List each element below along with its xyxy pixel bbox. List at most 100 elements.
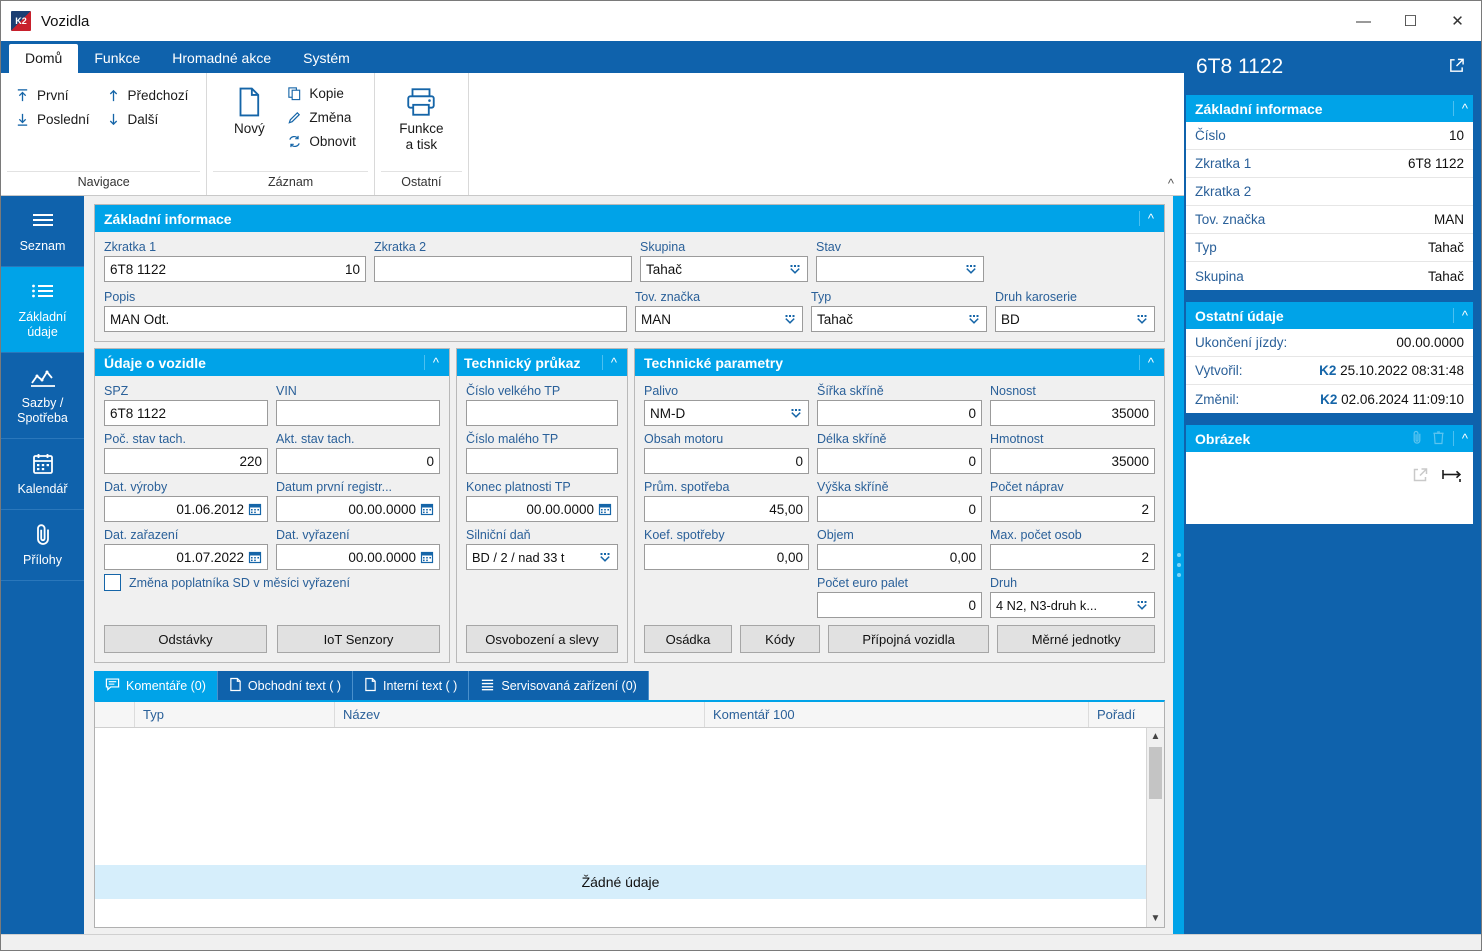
datum-prvni-registrace-input[interactable]: 00.00.0000 bbox=[276, 496, 440, 522]
ribbon-tab-system[interactable]: Systém bbox=[303, 50, 350, 66]
osvobozeni-a-slevy-button[interactable]: Osvobození a slevy bbox=[466, 625, 618, 653]
grid-header-poradi[interactable]: Pořadí bbox=[1097, 707, 1136, 722]
ribbon-tab-domu[interactable]: Domů bbox=[9, 44, 79, 73]
merne-jednotky-button[interactable]: Měrné jednotky bbox=[997, 625, 1156, 653]
calendar-icon[interactable] bbox=[248, 550, 262, 564]
typ-dropdown[interactable]: Tahač bbox=[811, 306, 987, 332]
spz-input[interactable]: 6T8 1122 bbox=[104, 400, 268, 426]
refresh-button[interactable]: Obnovit bbox=[283, 131, 364, 152]
obsah-motoru-input[interactable]: 0 bbox=[644, 448, 809, 474]
calendar-icon[interactable] bbox=[420, 502, 434, 516]
paperclip-icon[interactable] bbox=[1410, 430, 1424, 448]
grid-header-komentar[interactable]: Komentář 100 bbox=[705, 702, 1089, 727]
nav-last-button[interactable]: Poslední bbox=[11, 109, 98, 130]
grid-vertical-scrollbar[interactable]: ▲ ▼ bbox=[1146, 728, 1164, 927]
stav-dropdown[interactable] bbox=[816, 256, 984, 282]
pocet-euro-palet-input[interactable]: 0 bbox=[817, 592, 982, 618]
panel-udaje-o-vozidle: Údaje o vozidle ^ SPZ 6T8 1122 bbox=[94, 348, 450, 663]
konec-platnosti-tp-input[interactable]: 00.00.0000 bbox=[466, 496, 618, 522]
koef-spotreby-input[interactable]: 0,00 bbox=[644, 544, 809, 570]
zmena-poplatnika-checkbox-row[interactable]: Změna poplatníka SD v měsíci vyřazení bbox=[104, 574, 440, 591]
tab-obchodni-text-label: Obchodní text ( ) bbox=[247, 678, 342, 693]
max-pocet-osob-input[interactable]: 2 bbox=[990, 544, 1155, 570]
skupina-dropdown[interactable]: Tahač bbox=[640, 256, 808, 282]
panel-technicke-parametry-chevron-up-icon[interactable]: ^ bbox=[1138, 355, 1158, 370]
poc-stav-tach-input[interactable]: 220 bbox=[104, 448, 268, 474]
grid-header-typ[interactable]: Typ bbox=[135, 702, 335, 727]
druh-dropdown[interactable]: 4 N2, N3-druh k... bbox=[990, 592, 1155, 618]
iot-senzory-button[interactable]: IoT Senzory bbox=[277, 625, 440, 653]
nav-first-button[interactable]: První bbox=[11, 85, 98, 106]
sidebar-item-prilohy[interactable]: Přílohy bbox=[1, 510, 84, 581]
ribbon-body: První Poslední bbox=[1, 73, 1184, 196]
maximize-icon[interactable]: ☐ bbox=[1403, 13, 1418, 30]
zkratka1-input[interactable]: 6T8 1122 10 bbox=[104, 256, 366, 282]
popis-input[interactable]: MAN Odt. bbox=[104, 306, 627, 332]
tab-servisovana-zarizeni[interactable]: Servisovaná zařízení (0) bbox=[469, 671, 649, 700]
cislo-maleho-tp-input[interactable] bbox=[466, 448, 618, 474]
silnicni-dan-dropdown[interactable]: BD / 2 / nad 33 t bbox=[466, 544, 618, 570]
sidebar-item-zakladni-udaje[interactable]: Základní údaje bbox=[1, 267, 84, 353]
external-link-icon[interactable] bbox=[1411, 466, 1429, 489]
scroll-down-chevron-down-icon[interactable]: ▼ bbox=[1150, 913, 1161, 924]
nav-next-button[interactable]: Další bbox=[102, 109, 197, 130]
grid-header-nazev[interactable]: Název bbox=[335, 702, 705, 727]
pripojna-vozidla-button[interactable]: Přípojná vozidla bbox=[828, 625, 990, 653]
new-record-button[interactable]: Nový bbox=[217, 81, 281, 140]
edit-button[interactable]: Změna bbox=[283, 107, 364, 128]
ribbon-tab-hromadne-akce[interactable]: Hromadné akce bbox=[172, 50, 272, 66]
trash-icon[interactable] bbox=[1432, 430, 1445, 448]
sidebar-item-kalendar[interactable]: Kalendář bbox=[1, 439, 84, 510]
ribbon-collapse-chevron-up-icon[interactable]: ^ bbox=[1167, 176, 1174, 191]
sirka-skrine-input[interactable]: 0 bbox=[817, 400, 982, 426]
close-icon[interactable]: ✕ bbox=[1451, 13, 1464, 30]
zkratka2-label: Zkratka 2 bbox=[374, 240, 427, 254]
sidebar-item-seznam[interactable]: Seznam bbox=[1, 196, 84, 267]
zmena-poplatnika-checkbox[interactable] bbox=[104, 574, 121, 591]
calendar-icon[interactable] bbox=[248, 502, 262, 516]
panel-technicky-prukaz-chevron-up-icon[interactable]: ^ bbox=[601, 355, 621, 370]
tab-komentare[interactable]: Komentáře (0) bbox=[94, 671, 218, 700]
external-link-icon[interactable] bbox=[1448, 57, 1465, 78]
right-card-obrazek-chevron-up-icon[interactable]: ^ bbox=[1452, 431, 1468, 446]
dat-vyroby-input[interactable]: 01.06.2012 bbox=[104, 496, 268, 522]
scroll-up-chevron-up-icon[interactable]: ▲ bbox=[1150, 731, 1161, 742]
copy-button[interactable]: Kopie bbox=[283, 83, 364, 104]
nav-previous-button[interactable]: Předchozí bbox=[102, 85, 197, 106]
print-functions-button[interactable]: Funkce a tisk bbox=[385, 81, 458, 156]
vyska-skrine-input[interactable]: 0 bbox=[817, 496, 982, 522]
scrollbar-thumb[interactable] bbox=[1149, 747, 1162, 799]
panel-zakladni-informace-chevron-up-icon[interactable]: ^ bbox=[1138, 211, 1158, 226]
prum-spotreba-input[interactable]: 45,00 bbox=[644, 496, 809, 522]
delka-skrine-input[interactable]: 0 bbox=[817, 448, 982, 474]
cislo-velkeho-tp-input[interactable] bbox=[466, 400, 618, 426]
vin-input[interactable] bbox=[276, 400, 440, 426]
right-card-zakladni-informace-chevron-up-icon[interactable]: ^ bbox=[1452, 101, 1468, 116]
panel-udaje-o-vozidle-chevron-up-icon[interactable]: ^ bbox=[423, 355, 443, 370]
ribbon-tab-funkce[interactable]: Funkce bbox=[94, 50, 141, 66]
vertical-splitter[interactable] bbox=[1173, 196, 1184, 934]
palivo-dropdown[interactable]: NM-D bbox=[644, 400, 809, 426]
zkratka2-input[interactable] bbox=[374, 256, 632, 282]
minimize-icon[interactable]: — bbox=[1356, 12, 1371, 30]
sidebar-item-sazby-spotreba[interactable]: Sazby / Spotřeba bbox=[1, 353, 84, 439]
osadka-button[interactable]: Osádka bbox=[644, 625, 732, 653]
kody-button[interactable]: Kódy bbox=[740, 625, 820, 653]
calendar-icon[interactable] bbox=[420, 550, 434, 564]
right-card-ostatni-udaje-chevron-up-icon[interactable]: ^ bbox=[1452, 308, 1468, 323]
calendar-icon[interactable] bbox=[598, 502, 612, 516]
tab-interni-text[interactable]: Interní text ( ) bbox=[353, 671, 470, 700]
pocet-naprav-value: 2 bbox=[1141, 501, 1149, 517]
hmotnost-input[interactable]: 35000 bbox=[990, 448, 1155, 474]
resize-horizontal-icon[interactable] bbox=[1441, 466, 1463, 489]
druh-karoserie-dropdown[interactable]: BD bbox=[995, 306, 1155, 332]
tov-znacka-dropdown[interactable]: MAN bbox=[635, 306, 803, 332]
dat-vyrazeni-input[interactable]: 00.00.0000 bbox=[276, 544, 440, 570]
objem-input[interactable]: 0,00 bbox=[817, 544, 982, 570]
nosnost-input[interactable]: 35000 bbox=[990, 400, 1155, 426]
akt-stav-tach-input[interactable]: 0 bbox=[276, 448, 440, 474]
odstavky-button[interactable]: Odstávky bbox=[104, 625, 267, 653]
pocet-naprav-input[interactable]: 2 bbox=[990, 496, 1155, 522]
tab-obchodni-text[interactable]: Obchodní text ( ) bbox=[217, 671, 354, 700]
dat-zarazeni-input[interactable]: 01.07.2022 bbox=[104, 544, 268, 570]
